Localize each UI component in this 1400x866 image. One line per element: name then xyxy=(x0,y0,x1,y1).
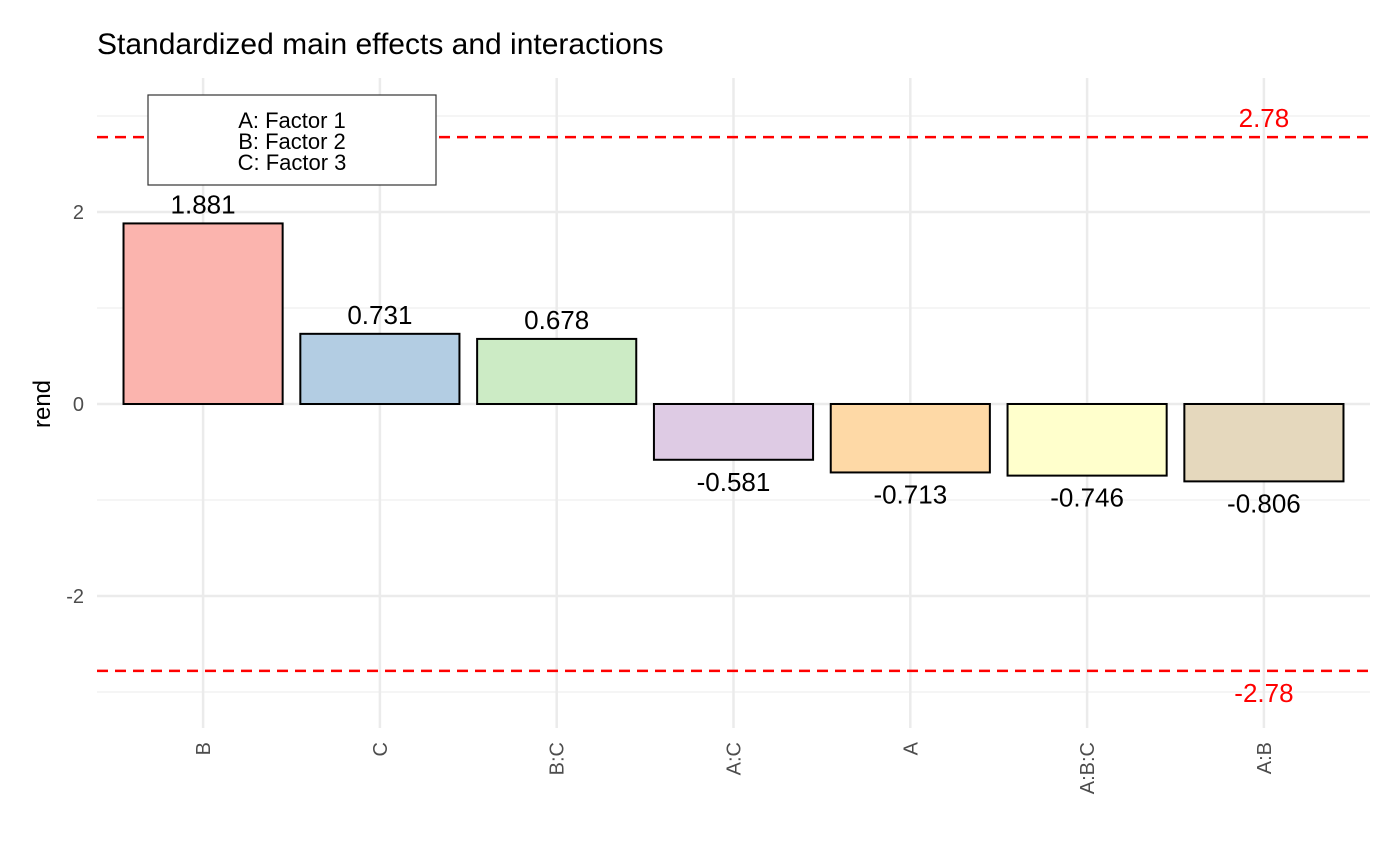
bar-C xyxy=(299,332,461,406)
legend-entry: B: Factor 2 xyxy=(238,129,346,154)
y-axis-label: rend xyxy=(29,380,56,428)
bar-A:B xyxy=(1183,403,1345,483)
bar-B xyxy=(122,222,284,405)
y-tick-label: 2 xyxy=(73,202,84,224)
bar-A:C xyxy=(652,403,815,461)
bar-A xyxy=(829,403,991,474)
legend-entry: C: Factor 3 xyxy=(238,150,347,175)
chart-title: Standardized main effects and interactio… xyxy=(97,28,663,61)
data-label: 0.678 xyxy=(524,305,589,335)
bar-A:B:C xyxy=(1006,403,1168,477)
reference-line-label: -2.78 xyxy=(1234,678,1293,708)
data-label: 0.731 xyxy=(347,300,412,330)
data-label: -0.713 xyxy=(873,479,947,509)
data-label: 1.881 xyxy=(171,189,236,219)
x-tick-label: A xyxy=(900,741,922,755)
x-tick-label: B:C xyxy=(547,742,569,775)
x-tick-label: A:B:C xyxy=(1077,742,1099,794)
x-tick-label: A:B xyxy=(1254,742,1276,774)
y-tick-label: -2 xyxy=(66,586,84,608)
data-label: -0.746 xyxy=(1050,483,1124,513)
reference-lines-layer: 2.78 -2.78 xyxy=(97,103,1370,708)
y-tick-label: 0 xyxy=(73,394,84,416)
bars-layer xyxy=(122,222,1345,483)
bar-B:C xyxy=(476,337,638,405)
legend-background xyxy=(147,94,437,186)
x-tick-label: A:C xyxy=(724,742,746,775)
axes-layer: -2 0 2 B C B:C A:C A A:B:C A:B xyxy=(66,202,1276,794)
x-tick-label: B xyxy=(193,742,215,755)
data-label: -0.581 xyxy=(697,467,771,497)
legend-entry: A: Factor 1 xyxy=(238,108,346,133)
data-label: -0.806 xyxy=(1227,488,1301,518)
data-labels-layer: 1.881 0.731 0.678 -0.581 -0.713 -0.746 -0.806 xyxy=(171,189,1301,518)
legend-box: A: Factor 1B: Factor 2C: Factor 3 xyxy=(147,94,437,186)
reference-line-label: 2.78 xyxy=(1239,103,1290,133)
x-tick-label: C xyxy=(370,742,392,756)
